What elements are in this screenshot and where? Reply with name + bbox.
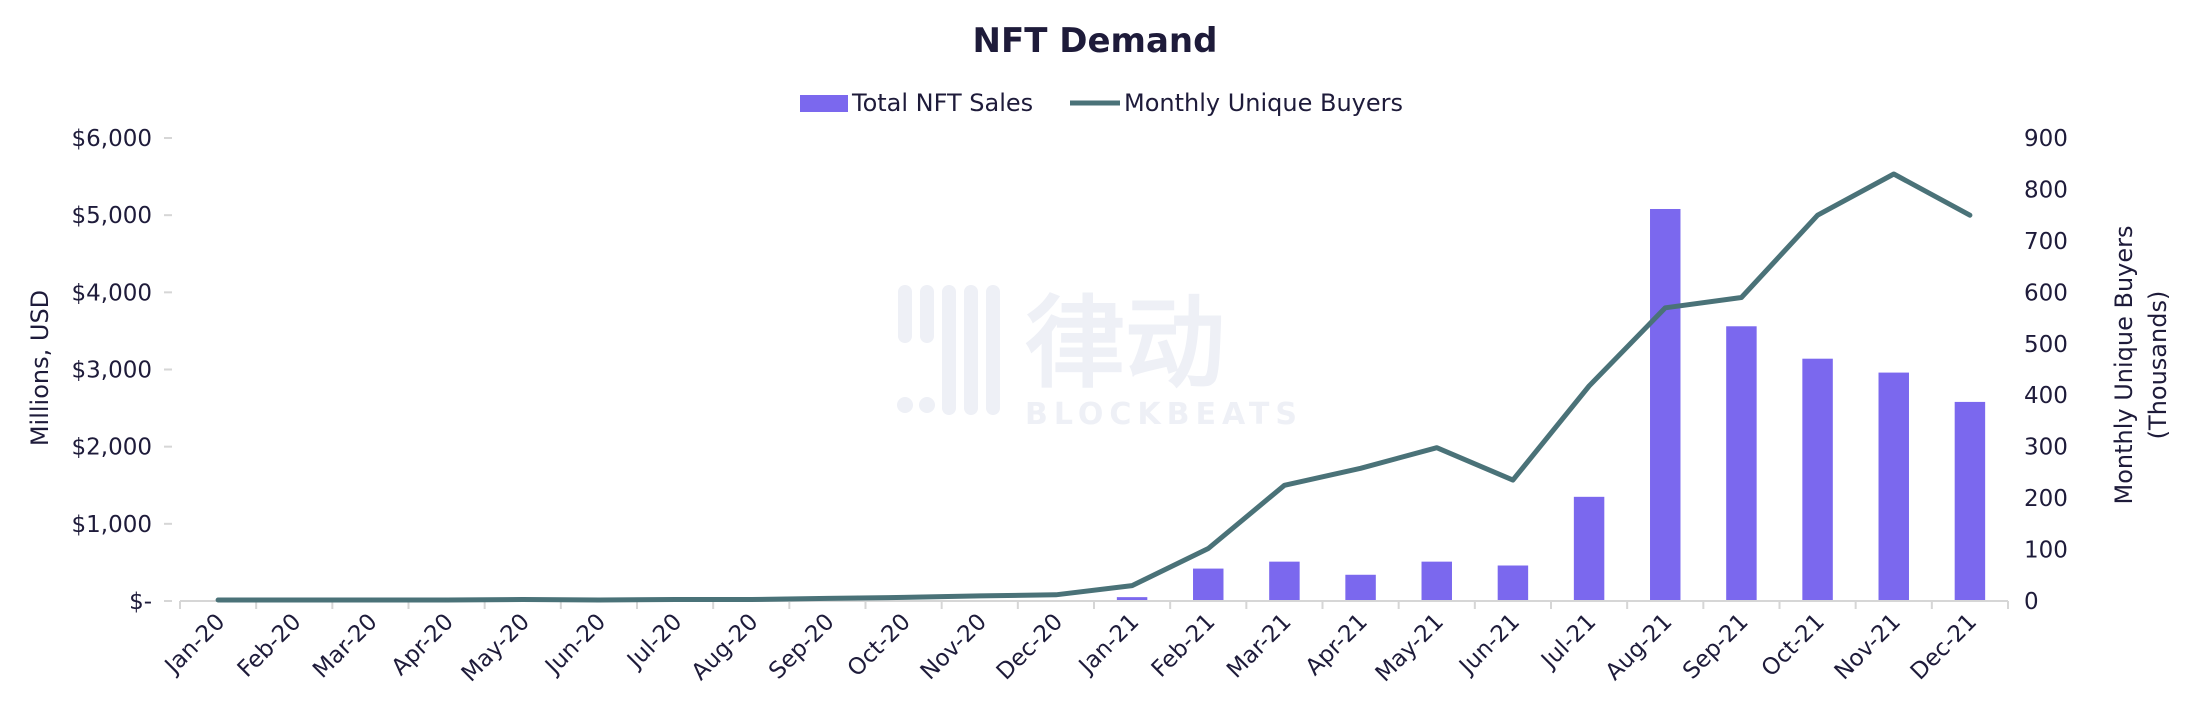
chart-title: NFT Demand	[973, 21, 1218, 61]
y-left-tick-label: $5,000	[72, 203, 152, 229]
bar	[1345, 574, 1376, 601]
line-point	[1663, 305, 1668, 310]
watermark-en-text: BLOCKBEATS	[1025, 397, 1303, 432]
line-point	[1130, 583, 1135, 588]
x-tick-label: Jun-21	[1453, 609, 1525, 681]
line-point	[1587, 383, 1592, 388]
legend: Total NFT Sales Monthly Unique Buyers	[800, 89, 1403, 117]
bar	[1421, 561, 1452, 601]
line-point	[216, 597, 221, 602]
line-series-monthly-unique-buyers	[215, 171, 1973, 603]
bar	[1726, 326, 1757, 601]
line-point	[1358, 466, 1363, 471]
line-point	[368, 597, 373, 602]
bar	[1193, 568, 1224, 601]
bar	[1954, 401, 1986, 601]
x-tick-label: Apr-21	[1301, 609, 1373, 681]
y-right-tick-label: 600	[2024, 280, 2068, 306]
x-tick-label: Dec-21	[1906, 609, 1982, 685]
line-point	[1282, 483, 1287, 488]
line-point	[1206, 546, 1211, 551]
bar-series-total-nft-sales	[1116, 208, 1986, 601]
y-right-tick-label: 100	[2024, 538, 2068, 564]
x-tick-label: Apr-20	[387, 609, 459, 681]
watermark-cn-text: 律动	[1025, 285, 1225, 402]
x-tick-label: Jan-21	[1073, 609, 1144, 680]
y-left-tick-label: $4,000	[72, 280, 152, 306]
y-right-tick-label: 200	[2024, 486, 2068, 512]
y-right-tick-label: 500	[2024, 332, 2068, 358]
line-point	[1739, 295, 1744, 300]
y-left-tick-label: $1,000	[72, 512, 152, 538]
line-point	[749, 597, 754, 602]
x-tick-label: Aug-21	[1601, 609, 1678, 686]
line-point	[444, 597, 449, 602]
legend-swatch-sales	[800, 95, 848, 112]
line-point	[1815, 213, 1820, 218]
x-tick-label: Sep-20	[764, 609, 840, 685]
series-line	[215, 171, 1973, 603]
x-tick-label: Mar-21	[1222, 609, 1297, 684]
line-point	[901, 595, 906, 600]
line-point	[596, 597, 601, 602]
y-right-tick-label: 400	[2024, 383, 2068, 409]
legend-label-buyers: Monthly Unique Buyers	[1124, 89, 1403, 117]
y-left-tick-label: $6,000	[72, 126, 152, 152]
bar	[1116, 597, 1148, 601]
bar	[1269, 561, 1300, 601]
line-point	[1967, 213, 1972, 218]
y-left-tick-label: $2,000	[72, 435, 152, 461]
x-tick-label: Aug-20	[687, 609, 764, 686]
x-tick-label: Feb-21	[1147, 609, 1221, 683]
x-tick-label: Feb-20	[233, 609, 307, 683]
x-tick-label: Jul-21	[1535, 609, 1601, 675]
line-point	[673, 597, 678, 602]
x-tick-label: Oct-20	[843, 609, 916, 682]
bar	[1497, 565, 1529, 601]
x-tick-label: Dec-20	[992, 609, 1068, 685]
x-tick-label: Nov-21	[1830, 609, 1906, 685]
x-tick-label: Jan-20	[159, 609, 230, 680]
line-point	[977, 593, 982, 598]
x-tick-label: May-20	[457, 609, 535, 687]
x-tick-label: May-21	[1371, 609, 1449, 687]
y-right-axis-title-line2: (Thousands)	[2144, 291, 2172, 440]
y-right-tick-label: 0	[2024, 589, 2039, 615]
y-right-tick-label: 700	[2024, 229, 2068, 255]
x-tick-label: Jun-20	[539, 609, 611, 681]
legend-label-sales: Total NFT Sales	[851, 89, 1033, 117]
y-left-axis-title: Millions, USD	[26, 290, 54, 446]
y-left-tick-label: $-	[129, 589, 152, 615]
y-right-tick-label: 900	[2024, 126, 2068, 152]
y-right-tick-label: 300	[2024, 435, 2068, 461]
bar	[1802, 358, 1833, 601]
line-point	[1053, 592, 1058, 597]
y-right-tick-labels: 0 100 200 300 400 500 600 700 800 900	[2024, 126, 2068, 615]
x-tick-label: Oct-21	[1757, 609, 1830, 682]
x-tick-label: Nov-20	[916, 609, 992, 685]
line-point	[1434, 445, 1439, 450]
watermark-logo-icon	[897, 285, 1000, 415]
y-right-axis-title-line1: Monthly Unique Buyers	[2110, 225, 2138, 504]
line-point	[825, 596, 830, 601]
line-point	[520, 597, 525, 602]
bar	[1573, 496, 1605, 601]
bar	[1878, 372, 1909, 601]
x-tick-label: Sep-21	[1678, 609, 1754, 685]
bar	[1650, 208, 1681, 601]
line-point	[292, 597, 297, 602]
y-right-tick-label: 800	[2024, 177, 2068, 203]
line-point	[1891, 172, 1896, 177]
y-left-tick-label: $3,000	[72, 358, 152, 384]
x-tick-label: Mar-20	[308, 609, 383, 684]
x-axis-ticks	[179, 601, 2009, 609]
watermark: 律动 BLOCKBEATS	[897, 285, 1303, 432]
x-tick-label: Jul-20	[621, 609, 687, 675]
y-left-tick-labels: $- $1,000 $2,000 $3,000 $4,000 $5,000 $6,000	[72, 126, 172, 615]
line-point	[1510, 478, 1515, 483]
